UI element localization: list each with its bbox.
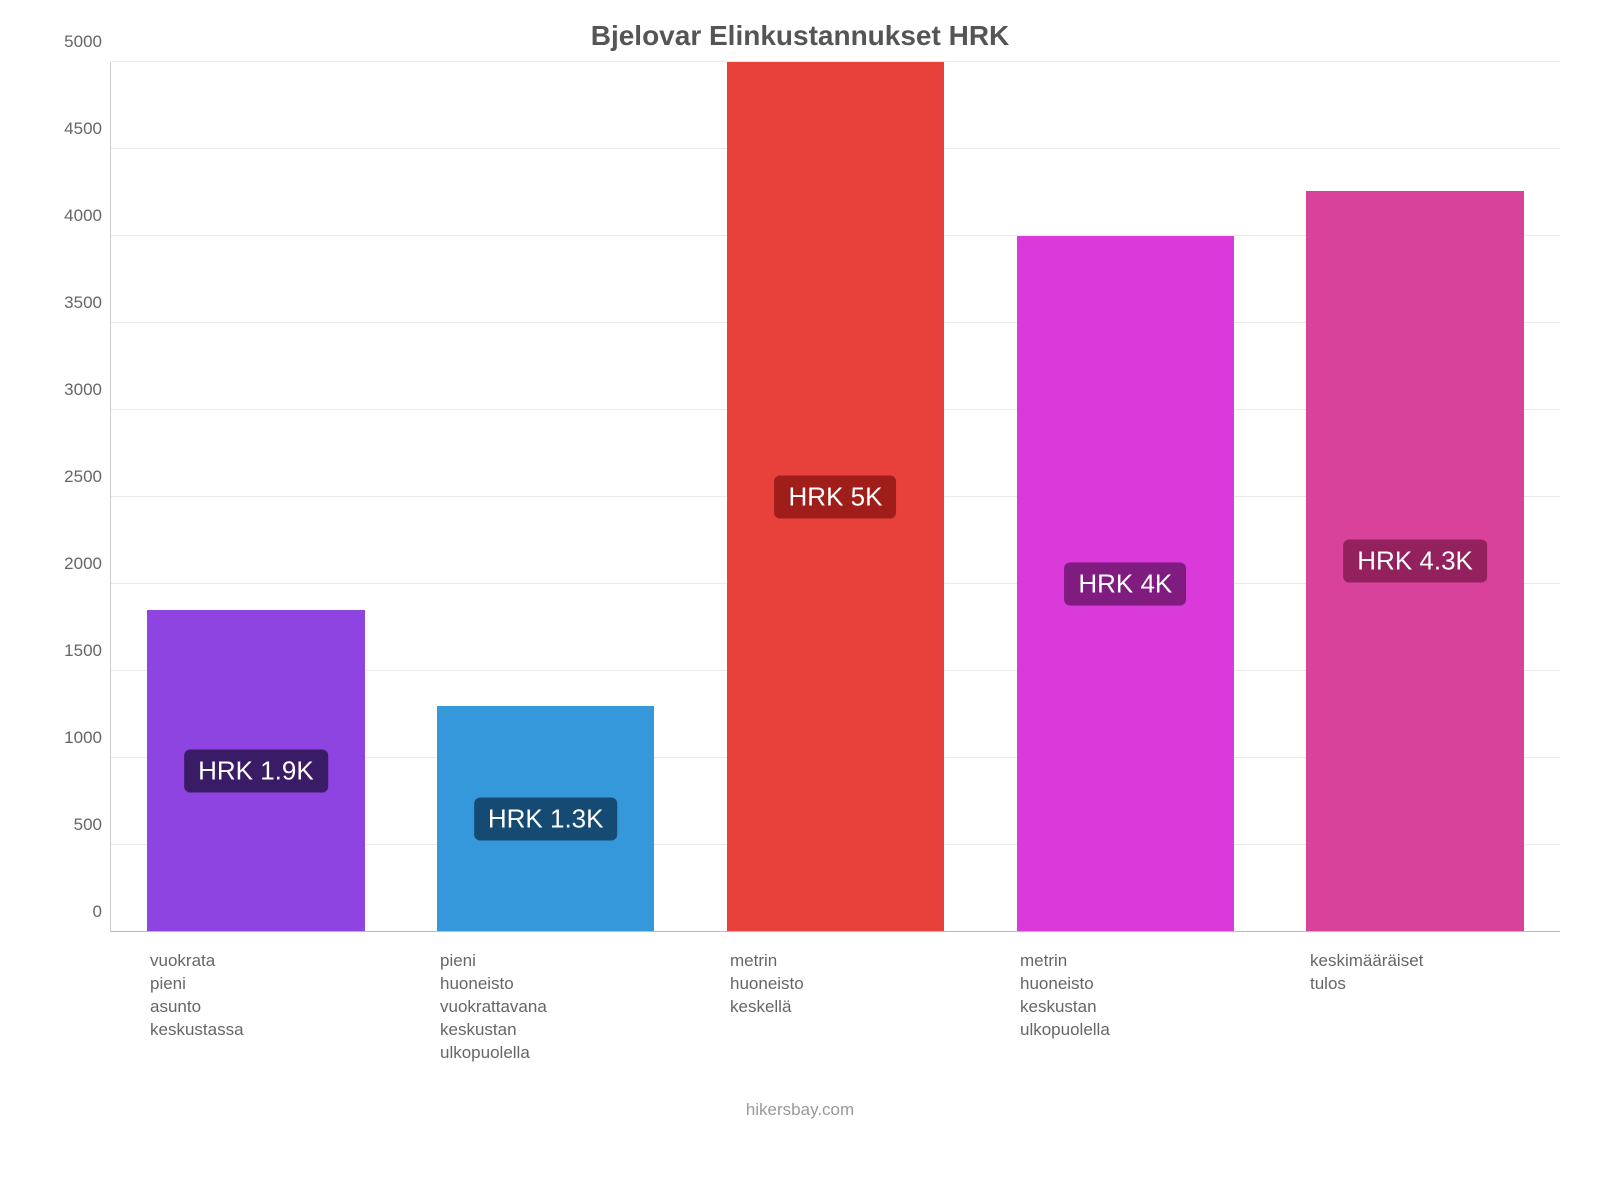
attribution: hikersbay.com [40, 1100, 1560, 1120]
bar-slot: HRK 4.3K [1270, 62, 1560, 932]
y-axis: 0500100015002000250030003500400045005000 [40, 62, 110, 932]
x-axis-label: metrinhuoneistokeskustanulkopuolella [980, 932, 1270, 1065]
chart-container: Bjelovar Elinkustannukset HRK 0 500 1000 15… [0, 0, 1600, 1200]
value-badge: HRK 5K [775, 476, 897, 519]
bars-group: HRK 1.9K HRK 1.3K HRK 5K HRK 4K HRK 4.3K [111, 62, 1560, 932]
y-tick-label: 1000 [64, 728, 102, 748]
bar: HRK 5K [727, 62, 944, 932]
bar-slot: HRK 1.3K [401, 62, 691, 932]
y-tick-label: 2500 [64, 467, 102, 487]
bar-slot: HRK 4K [980, 62, 1270, 932]
y-tick-label: 5000 [64, 32, 102, 52]
y-tick-label: 4500 [64, 119, 102, 139]
y-tick-label: 3000 [64, 380, 102, 400]
y-tick-label: 500 [74, 815, 102, 835]
x-axis-labels: vuokratapieniasuntokeskustassapienihuone… [110, 932, 1560, 1065]
plot-area: HRK 1.9K HRK 1.3K HRK 5K HRK 4K HRK 4.3K [110, 62, 1560, 932]
value-badge: HRK 4K [1064, 563, 1186, 606]
x-axis-label: metrinhuoneistokeskellä [690, 932, 980, 1065]
value-badge: HRK 4.3K [1343, 540, 1487, 583]
y-tick-label: 0 [93, 902, 102, 922]
value-badge: HRK 1.3K [474, 797, 618, 840]
bar-slot: HRK 1.9K [111, 62, 401, 932]
x-axis-label: pienihuoneistovuokrattavanakeskustanulko… [400, 932, 690, 1065]
bar: HRK 4.3K [1306, 191, 1523, 932]
y-tick-label: 3500 [64, 293, 102, 313]
x-axis-label: keskimääräisettulos [1270, 932, 1560, 1065]
plot-zone: 0500100015002000250030003500400045005000… [40, 62, 1560, 932]
chart-title: Bjelovar Elinkustannukset HRK [40, 20, 1560, 52]
bar-slot: HRK 5K [691, 62, 981, 932]
y-tick-label: 4000 [64, 206, 102, 226]
bar: HRK 1.9K [147, 610, 364, 932]
value-badge: HRK 1.9K [184, 750, 328, 793]
bar: HRK 4K [1017, 236, 1234, 932]
y-tick-label: 1500 [64, 641, 102, 661]
x-axis-label: vuokratapieniasuntokeskustassa [110, 932, 400, 1065]
bar: HRK 1.3K [437, 706, 654, 932]
y-tick-label: 2000 [64, 554, 102, 574]
